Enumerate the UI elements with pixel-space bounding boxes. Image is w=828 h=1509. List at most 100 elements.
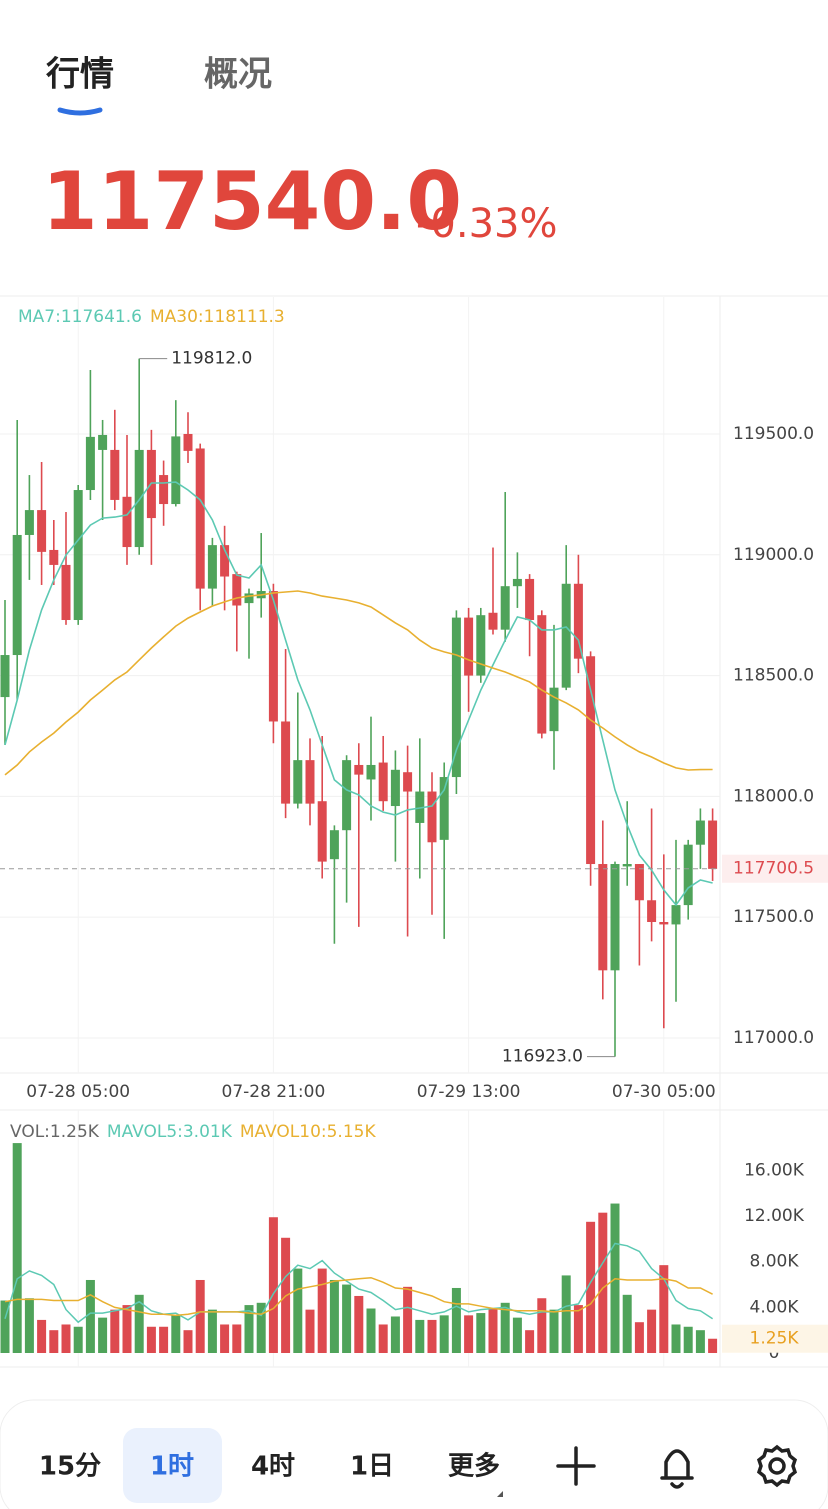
volume-bar (659, 1265, 669, 1353)
volume-bar (342, 1284, 352, 1353)
volume-bar (390, 1316, 400, 1353)
volume-bar (366, 1308, 376, 1353)
candle-body (512, 578, 522, 587)
volume-bar (622, 1294, 632, 1353)
volume-bar (98, 1317, 108, 1353)
y-tick-label: 117000.0 (733, 1028, 814, 1048)
volume-bar (683, 1326, 693, 1353)
toolbar-icons (556, 1444, 798, 1489)
candle-body (293, 760, 303, 804)
volume-bar (415, 1319, 425, 1353)
candle-body (61, 564, 71, 621)
candle-body (451, 617, 461, 778)
settings-icon[interactable] (768, 1457, 786, 1475)
volume-bar (549, 1309, 559, 1353)
volume-bar (183, 1330, 193, 1353)
candle-body (403, 772, 413, 792)
interval-button[interactable]: 1时 (150, 1452, 194, 1482)
candle-body (12, 534, 22, 656)
candle-body (622, 864, 632, 867)
volume-bar (647, 1309, 657, 1353)
legend-entry: MAVOL5:3.01K (107, 1122, 233, 1142)
interval-button[interactable]: 更多 (448, 1452, 500, 1482)
volume-bar (525, 1330, 535, 1353)
candle-body (561, 583, 571, 688)
volume-bar (85, 1279, 95, 1353)
interval-button[interactable]: 4时 (251, 1452, 295, 1482)
tab[interactable]: 行情 (46, 55, 114, 95)
candle-body (110, 449, 120, 500)
candle-body (49, 549, 59, 565)
volume-bar (24, 1298, 34, 1353)
volume-bar (598, 1212, 608, 1353)
annotation: 119812.0 (171, 349, 252, 369)
volume-bar (61, 1324, 71, 1353)
volume-bar (220, 1324, 230, 1353)
candle-body (537, 615, 547, 734)
volume-bar (110, 1309, 120, 1353)
y-tick-label: 119000.0 (733, 545, 814, 565)
ma-line (4, 481, 713, 907)
candle-body (342, 760, 352, 831)
volume-bar (378, 1324, 388, 1353)
x-tick-label: 07-28 21:00 (222, 1082, 326, 1102)
volume-bar (427, 1319, 437, 1353)
y-tick-label: 117500.0 (733, 907, 814, 927)
candle-body (488, 612, 498, 630)
candle-body (634, 864, 644, 901)
settings-icon[interactable] (756, 1444, 798, 1488)
candle-body (159, 475, 169, 505)
candle-body (610, 864, 620, 971)
volume-bar (671, 1324, 681, 1353)
candle-body (647, 900, 657, 923)
candle-body (0, 655, 10, 698)
candle-body (695, 820, 705, 845)
volume-bar (354, 1295, 364, 1353)
interval-button[interactable]: 1日 (350, 1452, 394, 1482)
selected-bg (123, 1428, 222, 1503)
volume-bar (195, 1279, 205, 1353)
candle-body (134, 449, 144, 548)
candle-body (671, 905, 681, 925)
interval-button[interactable]: 15分 (39, 1452, 101, 1482)
volume-bar (403, 1286, 413, 1353)
candle-body (329, 830, 339, 860)
annotation: 116923.0 (502, 1047, 583, 1067)
candle-body (171, 436, 181, 505)
y-tick-label: 118000.0 (733, 786, 814, 806)
candle-body (85, 436, 95, 491)
candle-body (244, 593, 254, 604)
draw-icon[interactable] (556, 1446, 596, 1486)
candle-body (122, 496, 132, 548)
candle-body (683, 844, 693, 906)
candle-body (207, 545, 217, 589)
y-tick-label: 12.00K (744, 1206, 805, 1226)
volume-bar (329, 1279, 339, 1353)
volume-bar (146, 1326, 156, 1353)
volume-bar (305, 1309, 315, 1353)
legend-entry: MAVOL10:5.15K (240, 1122, 377, 1142)
volume-bar (244, 1305, 254, 1353)
volume-bar (500, 1302, 510, 1353)
volume-bar (232, 1324, 242, 1353)
candle-body (476, 615, 486, 676)
volume-bar (293, 1268, 303, 1353)
candle-body (24, 510, 34, 535)
volume-bar (12, 1143, 22, 1353)
candle-body (659, 922, 669, 925)
x-tick-label: 07-29 13:00 (417, 1082, 521, 1102)
candle-body (281, 721, 291, 804)
y-tick-label: 8.00K (750, 1252, 800, 1272)
legend: VOL:1.25K MAVOL5:3.01K MAVOL10:5.15K (10, 1122, 376, 1142)
y-tick-label: 119500.0 (733, 424, 814, 444)
alert-icon[interactable] (660, 1449, 694, 1489)
volume-bar (122, 1305, 132, 1353)
volume-bar (537, 1298, 547, 1353)
candle-body (708, 820, 718, 869)
toolbar-items: 15分 1时 4时 1日 更多 (39, 1452, 500, 1482)
volume-bar (476, 1313, 486, 1353)
last-price-bg (722, 854, 828, 883)
x-tick-label: 07-28 05:00 (26, 1082, 130, 1102)
volume-bar (49, 1330, 59, 1353)
tab[interactable]: 概况 (204, 55, 272, 95)
